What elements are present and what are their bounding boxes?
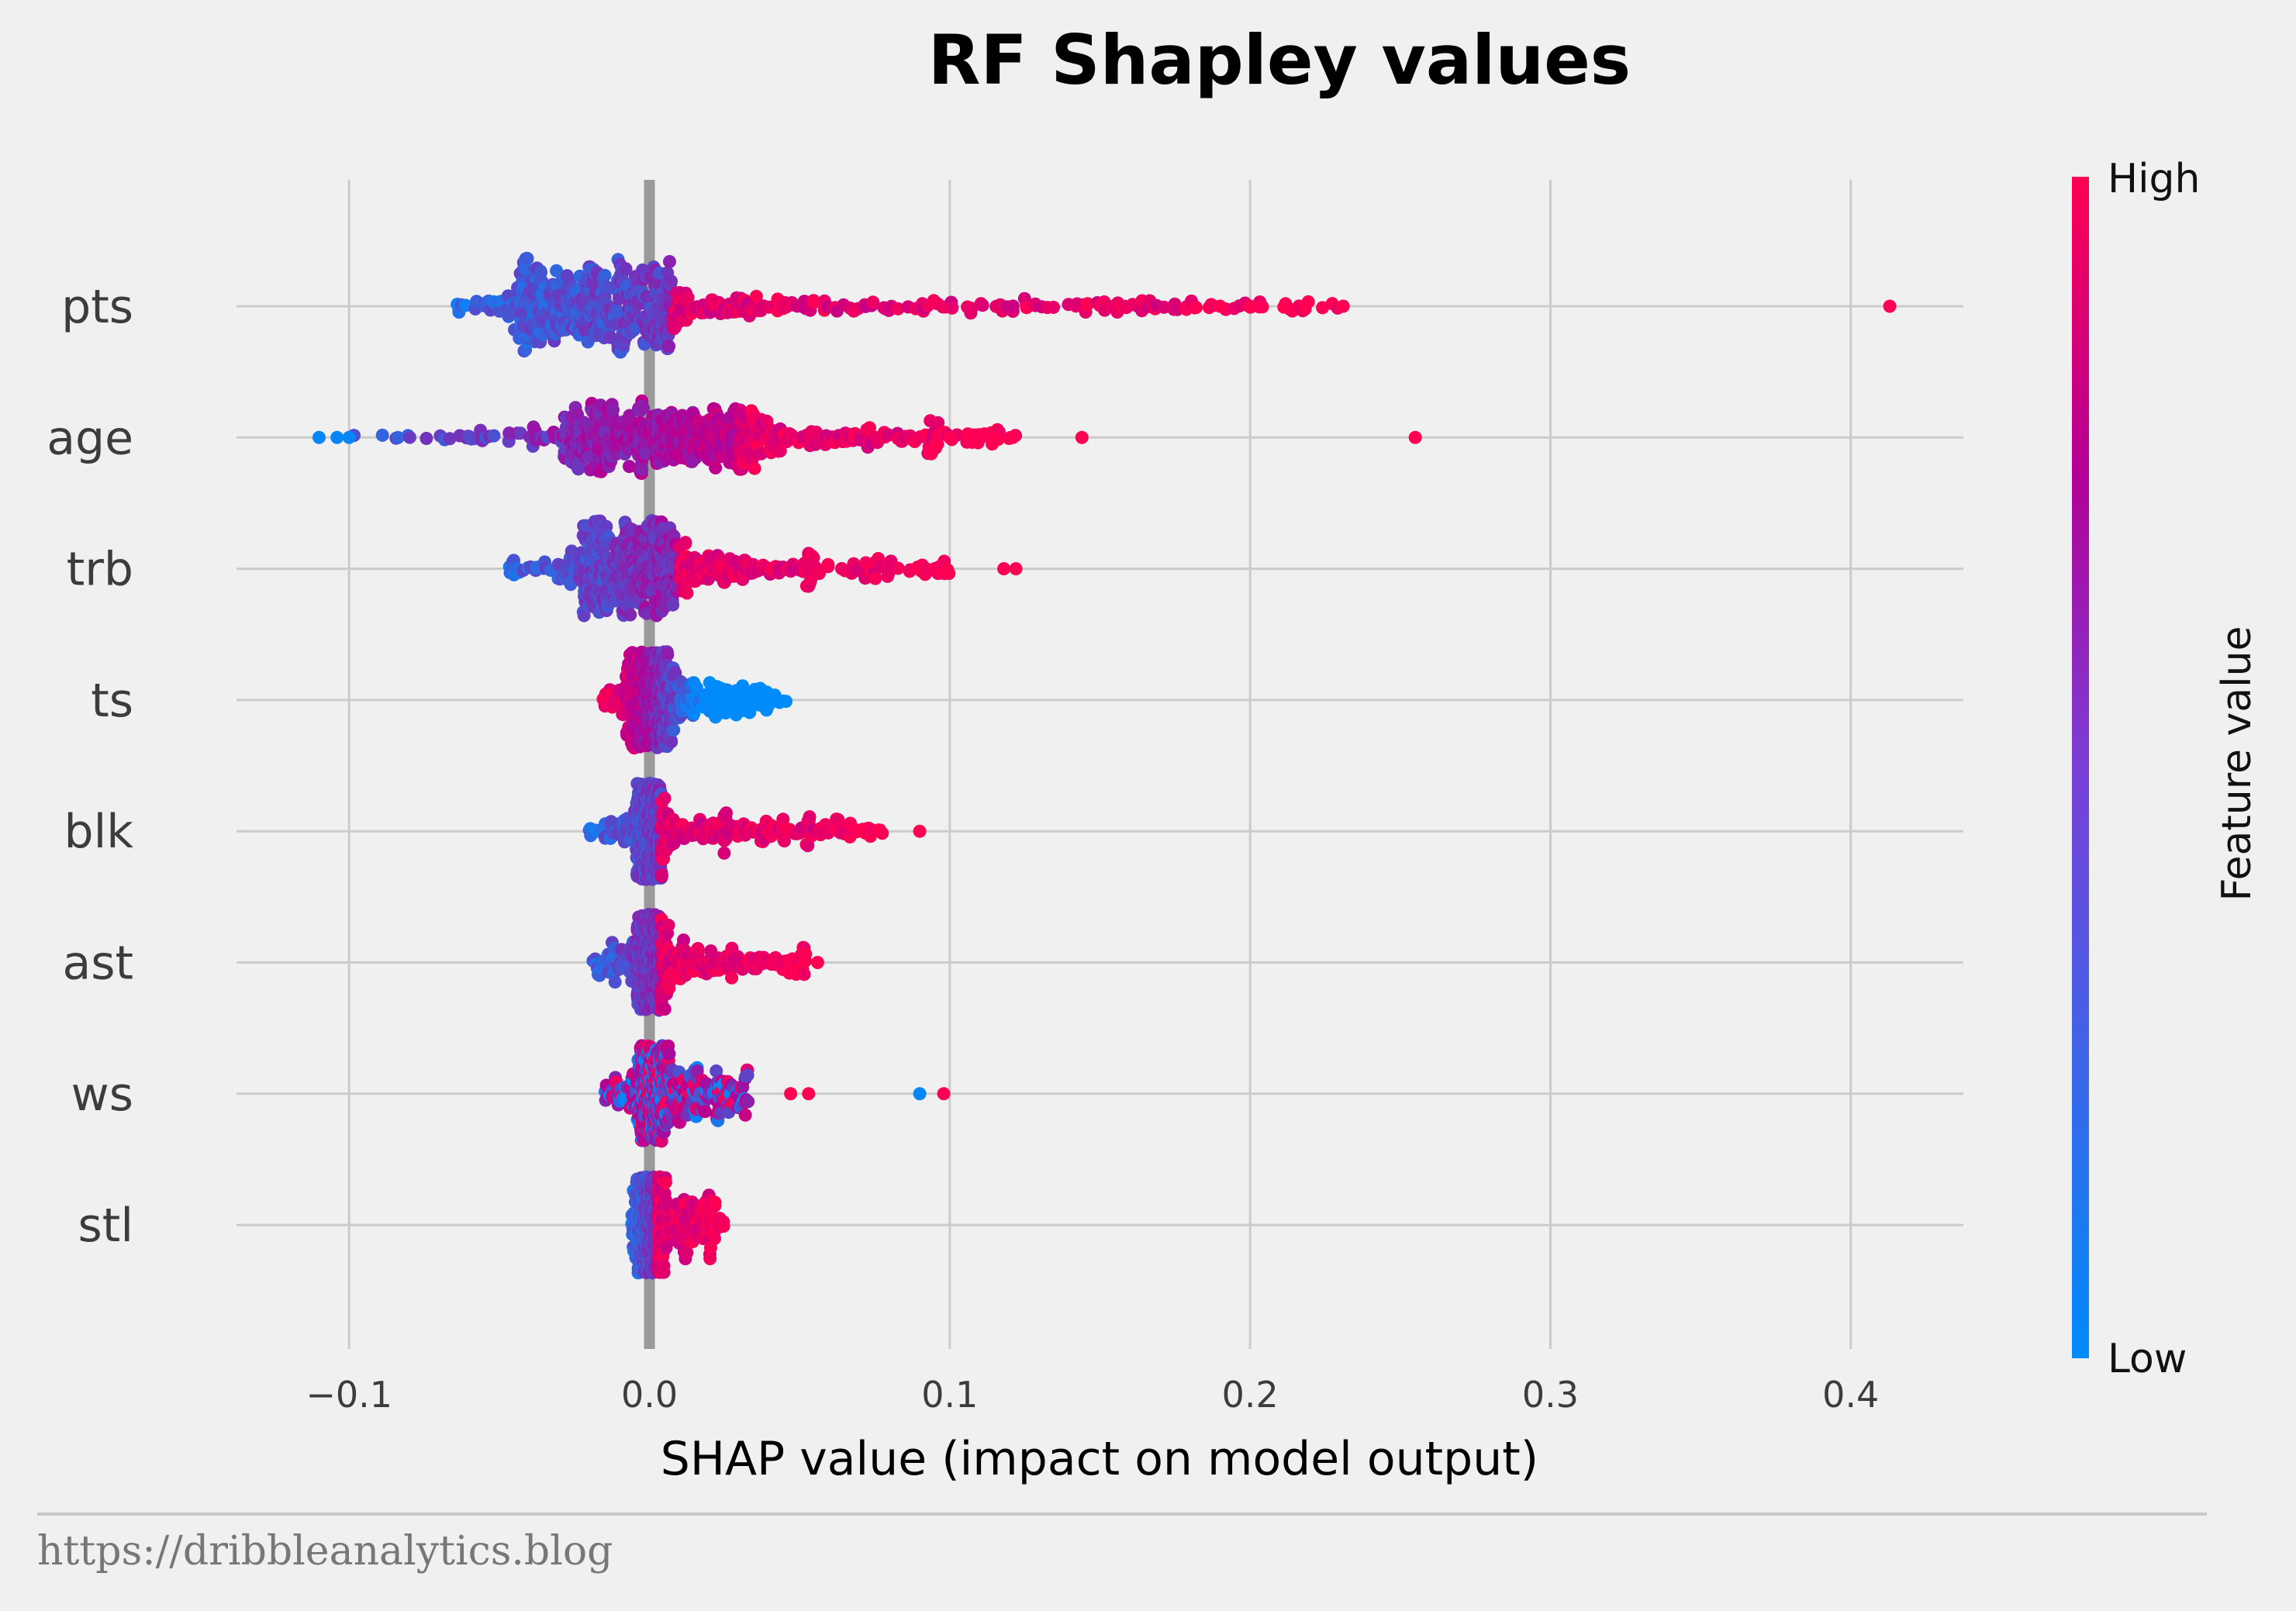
shap-point-pts bbox=[1256, 300, 1269, 313]
shap-point-pts bbox=[1047, 301, 1060, 314]
shap-point-ast bbox=[658, 1002, 672, 1016]
shap-point-pts bbox=[521, 252, 534, 265]
shap-point-blk bbox=[875, 826, 889, 840]
shap-point-ts bbox=[665, 735, 678, 748]
shap-point-pts bbox=[663, 255, 676, 268]
shap-outlier-pts bbox=[1883, 300, 1897, 313]
shap-point-ast bbox=[725, 971, 738, 985]
shap-point-blk bbox=[803, 810, 817, 823]
shap-point-ws bbox=[741, 1069, 754, 1082]
shap-point-trb bbox=[942, 567, 955, 580]
shap-point-age bbox=[606, 403, 620, 416]
shap-point-trb bbox=[679, 536, 692, 549]
shap-point-ws bbox=[739, 1109, 752, 1122]
shap-point-pts bbox=[665, 274, 678, 288]
shap-point-trb bbox=[892, 562, 905, 575]
shap-outlier-trb bbox=[997, 562, 1010, 575]
shap-outlier-pts bbox=[1337, 300, 1350, 313]
shap-outlier-ws bbox=[913, 1087, 927, 1100]
shap-point-ws bbox=[662, 1047, 675, 1061]
shap-point-ast bbox=[799, 947, 812, 961]
shap-outlier-age bbox=[330, 431, 344, 444]
shap-outlier-age bbox=[967, 431, 980, 444]
chart-title: RF Shapley values bbox=[928, 20, 1631, 100]
grid bbox=[237, 180, 1963, 1349]
shap-point-blk bbox=[658, 792, 672, 805]
shap-point-age bbox=[403, 431, 416, 444]
shap-outlier-trb bbox=[1010, 562, 1023, 575]
shap-point-ws bbox=[699, 1105, 712, 1118]
shap-point-ast bbox=[609, 975, 622, 988]
shap-point-pts bbox=[1189, 301, 1203, 314]
shap-point-trb bbox=[666, 599, 679, 612]
shap-outlier-ws bbox=[802, 1087, 815, 1100]
shap-point-ast bbox=[798, 968, 811, 981]
shap-outlier-age bbox=[343, 431, 356, 444]
shap-outlier-ws bbox=[784, 1087, 797, 1100]
shap-point-age bbox=[376, 429, 389, 442]
shap-point-pts bbox=[1006, 299, 1020, 312]
shap-point-ast bbox=[662, 919, 675, 932]
shap-point-age bbox=[748, 462, 761, 475]
shap-point-trb bbox=[821, 558, 834, 571]
shap-outlier-pts bbox=[1279, 300, 1293, 313]
shap-point-blk bbox=[720, 806, 733, 819]
shap-point-ts bbox=[779, 695, 792, 708]
shap-outlier-age bbox=[1075, 431, 1089, 444]
shap-point-ws bbox=[741, 1095, 754, 1108]
shap-outlier-age bbox=[943, 431, 956, 444]
shap-outlier-age bbox=[988, 431, 1001, 444]
shap-point-trb bbox=[868, 572, 882, 585]
shap-outlier-ast bbox=[811, 956, 824, 969]
shap-point-pts bbox=[662, 340, 675, 353]
shap-point-age bbox=[488, 429, 501, 443]
shap-point-age bbox=[419, 432, 433, 445]
shap-outlier-pts bbox=[1244, 300, 1257, 313]
shap-point-pts bbox=[945, 302, 958, 315]
shap-point-pts bbox=[976, 298, 989, 312]
data-points bbox=[312, 252, 1897, 1280]
shap-outlier-age bbox=[312, 431, 326, 444]
shap-outlier-blk bbox=[913, 825, 927, 838]
shap-point-blk bbox=[717, 847, 730, 860]
shap-outlier-age bbox=[1006, 431, 1020, 444]
shap-point-ast bbox=[692, 942, 705, 955]
shap-outlier-age bbox=[1409, 431, 1422, 444]
shap-point-blk bbox=[655, 868, 668, 881]
shap-outlier-pts bbox=[1297, 300, 1310, 313]
shap-point-trb bbox=[623, 609, 637, 622]
shap-outlier-ws bbox=[937, 1087, 951, 1100]
shap-outlier-pts bbox=[1214, 300, 1227, 313]
